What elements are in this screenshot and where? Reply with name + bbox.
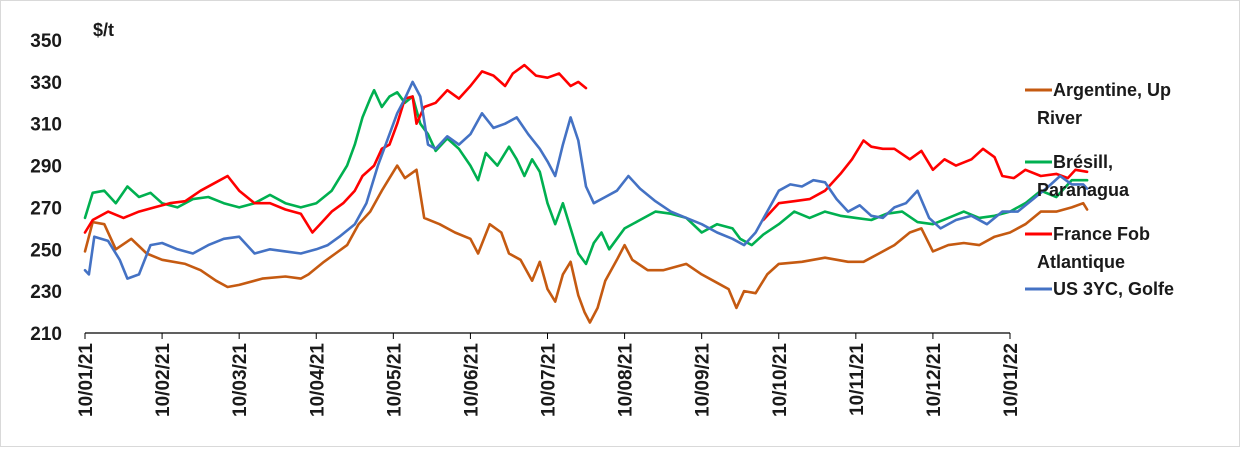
legend: Argentine, Up River Brésill, Paranagua Franc… bbox=[1025, 80, 1174, 299]
x-tick-label: 10/11/21 bbox=[847, 343, 868, 416]
y-tick-label: 250 bbox=[30, 240, 62, 261]
series-line-3 bbox=[83, 80, 1089, 280]
y-tick-label: 290 bbox=[30, 157, 62, 178]
x-tick-label: 10/12/21 bbox=[924, 343, 945, 417]
x-tick-label: 10/09/21 bbox=[693, 343, 714, 417]
y-tick-label: 270 bbox=[30, 198, 62, 219]
axes: 210 230 250 270 290 310 330 350 10/01/21 10/02/21… bbox=[30, 31, 1022, 417]
x-tick-label: 10/10/21 bbox=[770, 343, 791, 417]
y-axis-label: $/t bbox=[93, 20, 114, 40]
x-tick-label: 10/02/21 bbox=[153, 343, 174, 417]
x-tick-label: 10/05/21 bbox=[384, 343, 405, 417]
series-lines bbox=[83, 63, 1089, 324]
legend-label: Atlantique bbox=[1037, 252, 1125, 272]
x-tick-label: 10/01/22 bbox=[1001, 343, 1022, 417]
y-tick-label: 310 bbox=[30, 115, 62, 136]
legend-label: France Fob bbox=[1053, 224, 1150, 244]
legend-label: US 3YC, Golfe bbox=[1053, 279, 1174, 299]
y-tick-label: 210 bbox=[30, 324, 62, 345]
series-line-2 bbox=[83, 63, 588, 234]
x-tick-label: 10/07/21 bbox=[539, 343, 560, 417]
x-tick-label: 10/08/21 bbox=[616, 343, 637, 417]
x-tick-label: 10/06/21 bbox=[461, 343, 482, 417]
x-tick-label: 10/03/21 bbox=[230, 343, 251, 417]
y-tick-label: 330 bbox=[30, 73, 62, 94]
series-line-1 bbox=[83, 88, 1089, 266]
x-tick-label: 10/04/21 bbox=[307, 343, 328, 417]
series-line-2-part2 bbox=[762, 139, 1089, 222]
series-line-0 bbox=[83, 164, 1089, 324]
y-tick-label: 350 bbox=[30, 31, 62, 52]
legend-label: Brésill, bbox=[1053, 152, 1113, 172]
legend-label: Paranagua bbox=[1037, 180, 1130, 200]
legend-label: Argentine, Up bbox=[1053, 80, 1171, 100]
x-tick-label: 10/01/21 bbox=[76, 343, 97, 417]
legend-label: River bbox=[1037, 108, 1082, 128]
y-tick-label: 230 bbox=[30, 282, 62, 303]
